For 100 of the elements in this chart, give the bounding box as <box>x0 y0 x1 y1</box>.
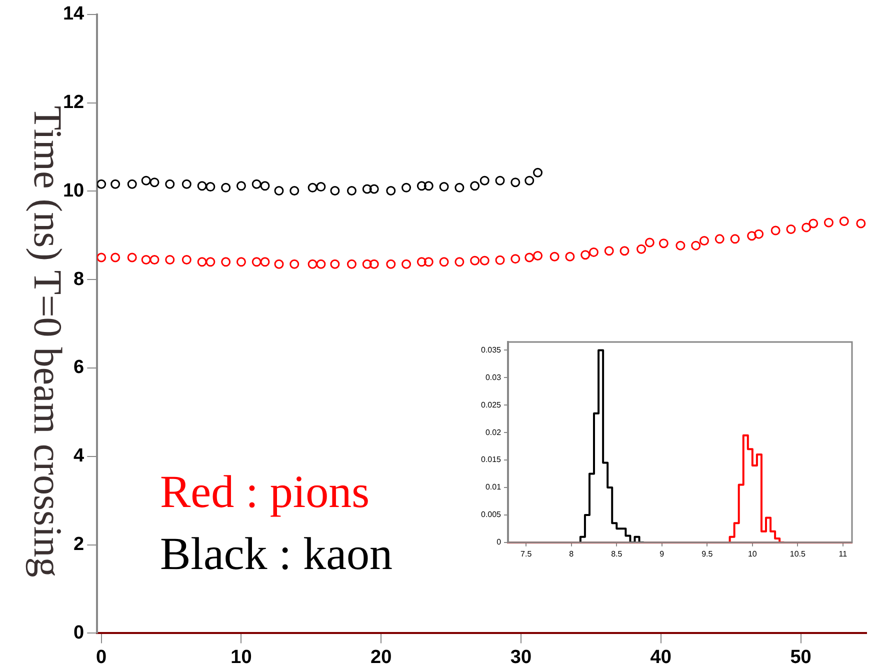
point <box>221 182 231 192</box>
y-tick-label: 6 <box>74 357 84 378</box>
point <box>658 238 668 248</box>
point <box>330 259 340 269</box>
y-tick-label: 0.02 <box>485 428 502 437</box>
point <box>165 179 175 189</box>
x-tick-label: 10 <box>748 549 758 558</box>
point <box>730 234 740 244</box>
point <box>97 179 106 189</box>
point <box>260 257 270 267</box>
x-tick-label: 30 <box>510 646 532 668</box>
point <box>691 240 701 250</box>
x-tick-label: 40 <box>650 646 672 668</box>
point <box>510 178 520 188</box>
point <box>110 252 120 262</box>
point <box>604 246 614 256</box>
point <box>97 252 106 262</box>
point <box>454 257 464 267</box>
point <box>150 178 160 188</box>
point <box>274 186 284 196</box>
point <box>346 186 356 196</box>
point <box>439 257 449 267</box>
y-tick-label: 0.01 <box>485 482 502 492</box>
point <box>533 250 543 260</box>
y-tick-label: 2 <box>74 534 84 556</box>
point <box>424 257 434 267</box>
point <box>550 252 560 262</box>
point <box>316 182 326 192</box>
point <box>127 179 137 189</box>
point <box>150 254 160 264</box>
point <box>346 259 356 269</box>
point <box>524 176 534 186</box>
x-tick-label: 8 <box>569 549 574 558</box>
point <box>362 184 372 194</box>
point <box>824 218 834 228</box>
point <box>386 186 396 196</box>
annotation: Black : kaon <box>160 527 392 580</box>
y-tick-label: 8 <box>74 268 84 290</box>
point <box>495 176 505 186</box>
point <box>839 216 849 226</box>
annotation: Red : pions <box>160 465 370 518</box>
point <box>236 257 246 267</box>
point <box>416 257 426 267</box>
point <box>308 182 318 192</box>
x-tick-label: 10.5 <box>790 549 806 558</box>
point <box>110 179 120 189</box>
point <box>802 222 812 232</box>
point <box>127 252 137 262</box>
x-tick-label: 11 <box>838 549 848 558</box>
y-tick-label: 0.03 <box>485 372 502 382</box>
point <box>714 234 724 244</box>
point <box>699 236 709 246</box>
point <box>182 254 192 264</box>
y-tick-label: 12 <box>62 92 84 114</box>
y-tick-label: 14 <box>62 4 85 25</box>
point <box>644 238 654 248</box>
point <box>524 252 534 262</box>
x-tick-label: 8.5 <box>611 549 623 558</box>
y-tick-label: 0 <box>496 538 502 547</box>
x-tick-label: 20 <box>370 646 392 668</box>
point <box>495 255 505 265</box>
point <box>369 259 379 269</box>
point <box>856 218 866 228</box>
point <box>510 254 520 264</box>
point <box>424 181 434 191</box>
x-tick-label: 9.5 <box>702 549 714 558</box>
point <box>588 247 598 257</box>
point <box>252 179 262 189</box>
point <box>141 254 151 264</box>
point <box>330 186 340 196</box>
point <box>470 256 480 266</box>
point <box>439 182 449 192</box>
point <box>416 181 426 191</box>
y-tick-label: 0.005 <box>480 510 502 520</box>
y-tick-label: 0.035 <box>480 345 502 354</box>
point <box>770 226 780 236</box>
point <box>197 181 207 191</box>
point <box>402 259 412 269</box>
point <box>141 176 151 186</box>
y-tick-label: 10 <box>62 180 84 202</box>
y-tick-label: 4 <box>74 446 85 467</box>
point <box>533 168 543 178</box>
point <box>808 218 818 228</box>
point <box>386 259 396 269</box>
point <box>236 181 246 191</box>
point <box>470 181 480 191</box>
point <box>636 244 646 254</box>
point <box>290 186 300 196</box>
point <box>480 176 490 186</box>
x-tick-label: 7.5 <box>520 549 532 558</box>
point <box>369 184 379 194</box>
point <box>580 250 590 260</box>
point <box>676 240 686 250</box>
point <box>197 257 207 267</box>
point <box>290 259 300 269</box>
x-tick-label: 9 <box>660 549 665 558</box>
point <box>182 179 192 189</box>
point <box>754 229 764 239</box>
y-tick-label: 0.025 <box>480 400 502 410</box>
point <box>620 246 630 256</box>
